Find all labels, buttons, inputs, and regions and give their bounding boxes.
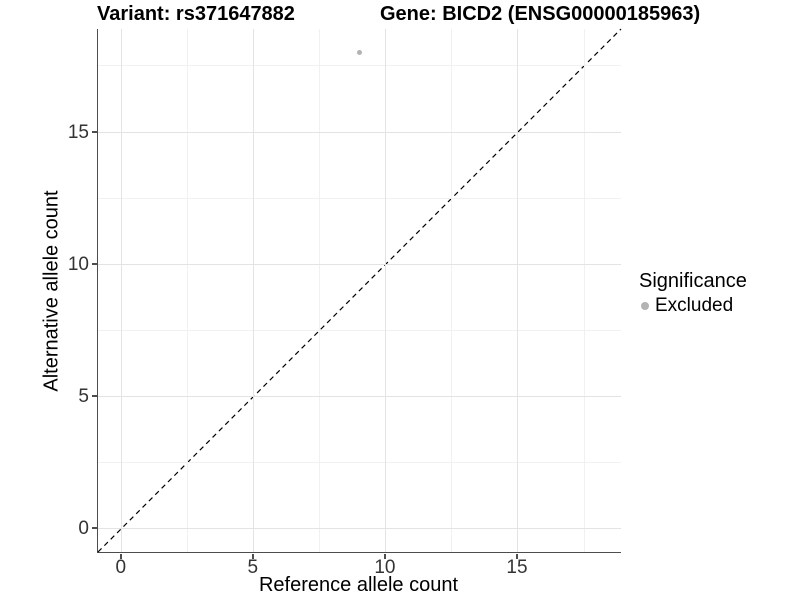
x-tick-label: 5 [247, 557, 259, 578]
y-axis-tick [92, 395, 97, 397]
y-axis-tick [92, 131, 97, 133]
y-axis-tick [92, 527, 97, 529]
gridline-major-vertical [517, 29, 519, 552]
gridline-major-vertical [253, 29, 255, 552]
x-axis-title: Reference allele count [258, 574, 458, 596]
gridline-minor-horizontal [98, 461, 621, 463]
legend-item-label: Excluded [655, 295, 734, 316]
gridline-minor-vertical [319, 29, 321, 552]
x-axis-tick [120, 553, 122, 559]
identity-dashed-line [97, 28, 622, 553]
x-tick-label: 10 [374, 557, 396, 578]
gridline-minor-vertical [187, 29, 189, 552]
y-axis-title: Alternative allele count [40, 190, 63, 392]
legend-item-excluded: Excluded [639, 295, 747, 317]
gridline-minor-horizontal [98, 65, 621, 67]
gridline-major-horizontal [98, 263, 621, 265]
y-axis-tick [92, 263, 97, 265]
plot-panel [97, 28, 622, 553]
y-tick-label: 5 [78, 386, 89, 408]
identity-line-svg [97, 28, 622, 553]
y-tick-label: 10 [67, 254, 89, 276]
gridline-major-vertical [385, 29, 387, 552]
gridline-major-horizontal [98, 131, 621, 133]
x-axis-tick [252, 553, 254, 559]
x-axis-tick [516, 553, 518, 559]
gridline-major-horizontal [98, 527, 621, 529]
gridline-minor-vertical [583, 29, 585, 552]
legend-point-icon [641, 302, 649, 310]
gridline-major-vertical [121, 29, 123, 552]
gridline-major-horizontal [98, 395, 621, 397]
x-axis-tick [384, 553, 386, 559]
gridline-minor-vertical [451, 29, 453, 552]
y-tick-label: 15 [67, 122, 89, 143]
y-tick-label: 0 [78, 518, 89, 540]
x-tick-label: 0 [115, 557, 127, 578]
x-tick-label: 15 [506, 557, 528, 578]
plot-title-gene: Gene: BICD2 (ENSG00000185963) [380, 3, 701, 25]
gridline-minor-horizontal [98, 197, 621, 199]
plot-title-variant: Variant: rs371647882 [97, 3, 295, 25]
gridline-minor-horizontal [98, 329, 621, 331]
legend: Significance Excluded [639, 270, 747, 317]
legend-title: Significance [639, 270, 747, 292]
data-point [357, 50, 362, 56]
